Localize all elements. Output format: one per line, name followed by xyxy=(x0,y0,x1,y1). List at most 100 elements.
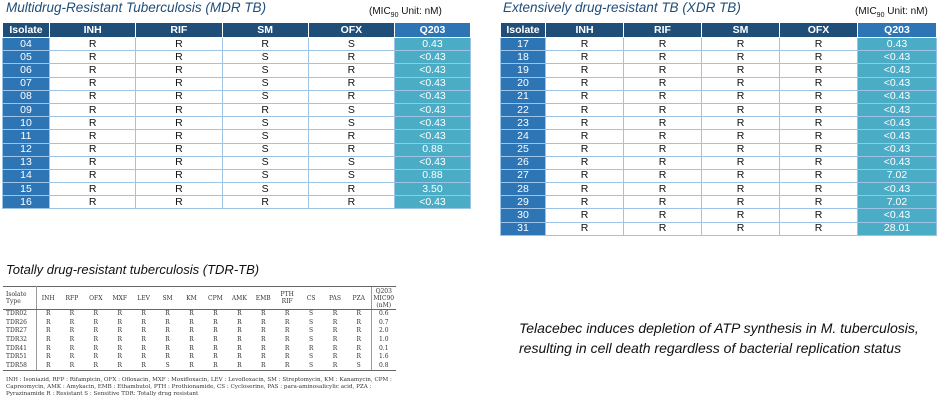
q203-cell: 7.02 xyxy=(857,168,937,184)
table-row: 28 R R R R <0.43 xyxy=(500,182,937,197)
q203-cell: <0.43 xyxy=(394,129,471,144)
isolate-cell: 25 xyxy=(500,142,546,157)
drug-cell: R xyxy=(284,310,290,318)
column-header: Isolate xyxy=(2,22,50,38)
drug-cell: R xyxy=(308,344,314,352)
drug-cell: R xyxy=(117,327,122,335)
isolate-cell: 08 xyxy=(2,89,50,104)
drug-cell: R xyxy=(307,63,396,78)
drug-cell: R xyxy=(237,336,242,344)
drug-cell: R xyxy=(93,310,99,318)
drug-cell: R xyxy=(141,344,146,352)
drug-cell: R xyxy=(701,36,780,52)
drug-cell: R xyxy=(213,310,218,318)
drug-cell: R xyxy=(623,208,702,223)
column-header: SM xyxy=(221,22,309,38)
isolate-cell: 14 xyxy=(2,168,50,184)
drug-cell: R xyxy=(221,195,309,210)
drug-cell: R xyxy=(623,221,702,236)
drug-cell: R xyxy=(307,142,396,157)
drug-cell: R xyxy=(307,195,396,210)
drug-cell: R xyxy=(779,129,858,144)
drug-cell: R xyxy=(779,221,858,236)
isolate-cell: 20 xyxy=(500,76,546,91)
drug-cell: R xyxy=(701,168,780,184)
drug-cell: R xyxy=(779,142,858,157)
table-row: TDR26 R R R R R R R R R R R S R R 0.7 xyxy=(3,318,396,328)
drug-cell: R xyxy=(69,318,75,326)
drug-cell: S xyxy=(221,182,309,197)
drug-cell: R xyxy=(135,129,223,144)
q203-mic-cell: 0.6 xyxy=(370,309,396,319)
drug-cell: S xyxy=(309,353,314,361)
drug-cell: S xyxy=(309,336,314,344)
xdr-title: Extensively drug-resistant TB (XDR TB) xyxy=(503,0,741,15)
drug-cell: R xyxy=(284,336,290,344)
drug-cell: R xyxy=(189,344,194,352)
drug-cell: R xyxy=(779,116,858,131)
drug-cell: R xyxy=(141,310,146,318)
drug-cell: R xyxy=(48,142,137,157)
drug-cell: R xyxy=(284,327,290,335)
drug-cell: R xyxy=(69,327,75,335)
drug-cell: R xyxy=(623,129,702,144)
drug-cell: R xyxy=(307,182,396,197)
mdr-table: Isolate INH RIF SM OFX Q203 04 R R R S 0.43 05 R R S R <… xyxy=(2,22,471,210)
isolate-cell: 21 xyxy=(500,89,546,104)
q203-mic-cell: 0.7 xyxy=(370,318,396,328)
column-header: AMK xyxy=(227,286,252,310)
drug-cell: R xyxy=(779,182,858,197)
table-row: 11 R R S R <0.43 xyxy=(2,129,471,144)
drug-cell: R xyxy=(69,336,75,344)
column-header: SM xyxy=(155,286,180,310)
q203-mic-cell: 2.0 xyxy=(370,327,396,336)
q203-cell: <0.43 xyxy=(857,142,937,157)
drug-cell: R xyxy=(135,102,223,118)
table-row: 07 R R S R <0.43 xyxy=(2,76,471,91)
column-header: RIF xyxy=(135,22,223,38)
table-row: TDR41 R R R R R R R R R R R R R R 0.1 xyxy=(3,344,396,353)
drug-cell: R xyxy=(117,336,122,344)
q203-mic-cell: 1.6 xyxy=(370,352,396,362)
drug-cell: R xyxy=(260,353,266,361)
column-header: RIF xyxy=(623,22,702,38)
drug-cell: R xyxy=(251,361,276,372)
isolate-type-cell: TDR51 xyxy=(3,352,37,362)
q203-cell: <0.43 xyxy=(394,155,471,170)
table-row: 22 R R R R <0.43 xyxy=(500,102,937,118)
q203-cell: 0.43 xyxy=(394,36,471,52)
drug-cell: R xyxy=(545,116,624,131)
drug-cell: R xyxy=(117,344,122,352)
table-row: 29 R R R R 7.02 xyxy=(500,195,937,210)
q203-mic-cell: 0.8 xyxy=(370,361,396,372)
table-header-row: Isolate Type INH RFP OFX MXF LEV SM KM CPM AMK EMB… xyxy=(3,286,396,310)
xdr-unit-label: (MIC90 Unit: nM) xyxy=(855,6,928,19)
drug-cell: R xyxy=(189,327,194,335)
drug-cell: R xyxy=(45,327,51,335)
drug-cell: R xyxy=(779,50,858,65)
drug-cell: R xyxy=(165,327,170,335)
drug-cell: R xyxy=(623,155,702,170)
q203-cell: <0.43 xyxy=(857,155,937,170)
drug-cell: R xyxy=(701,89,780,104)
isolate-cell: 13 xyxy=(2,155,50,170)
drug-cell: R xyxy=(213,336,218,344)
table-header-row: Isolate INH RIF SM OFX Q203 xyxy=(500,22,937,38)
drug-cell: R xyxy=(135,89,223,104)
drug-cell: R xyxy=(260,336,266,344)
drug-cell: R xyxy=(48,102,137,118)
drug-cell: R xyxy=(117,318,122,326)
drug-cell: R xyxy=(623,182,702,197)
column-header: INH xyxy=(36,286,60,310)
q203-cell: <0.43 xyxy=(857,102,937,118)
drug-cell: R xyxy=(45,336,51,344)
isolate-cell: 05 xyxy=(2,50,50,65)
drug-cell: R xyxy=(203,361,228,372)
table-row: 14 R R S S 0.88 xyxy=(2,168,471,184)
drug-cell: R xyxy=(545,36,624,52)
isolate-cell: 26 xyxy=(500,155,546,170)
drug-cell: R xyxy=(48,76,137,91)
table-row: 04 R R R S 0.43 xyxy=(2,36,471,52)
table-row: 12 R R S R 0.88 xyxy=(2,142,471,157)
q203-cell: <0.43 xyxy=(857,116,937,131)
